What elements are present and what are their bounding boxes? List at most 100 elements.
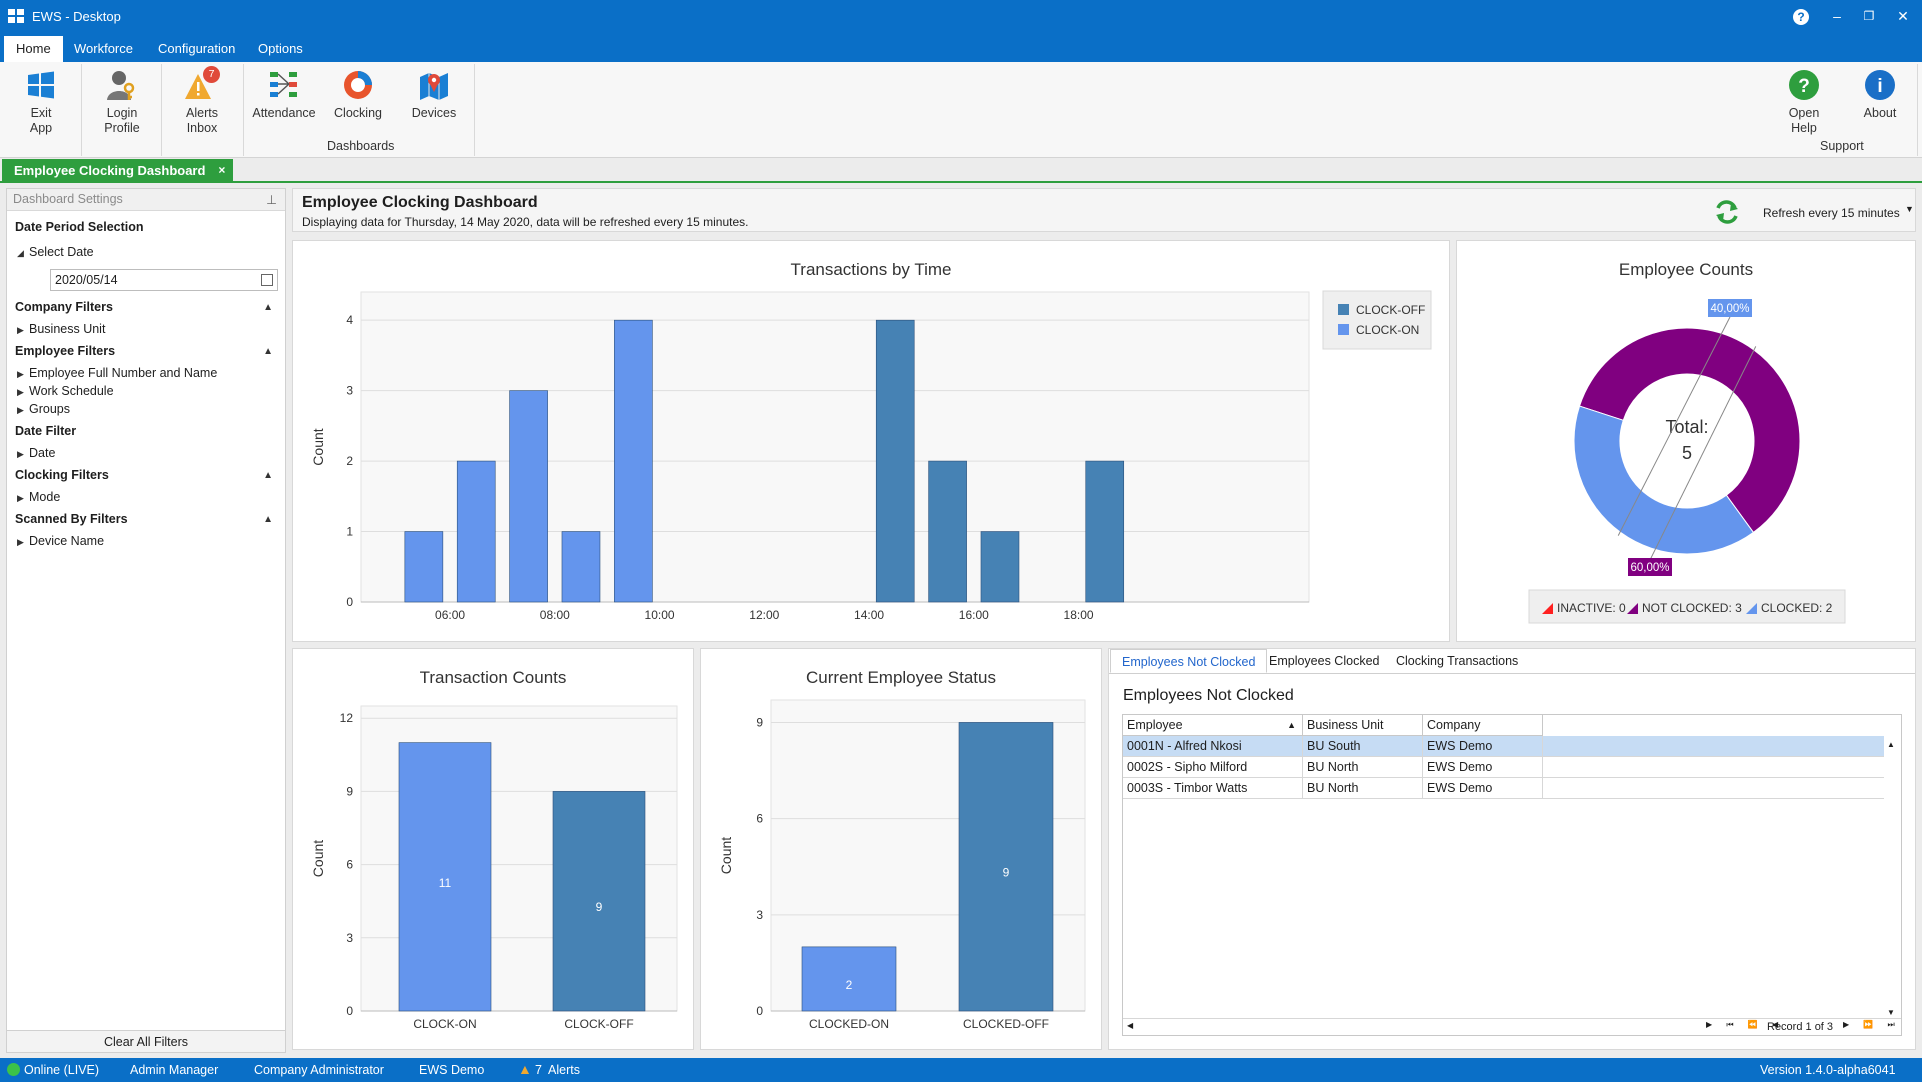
- minimize-button[interactable]: ‒: [1833, 8, 1841, 24]
- version-label: Version 1.4.0-alpha6041: [1760, 1063, 1896, 1077]
- about-button[interactable]: i About: [1855, 68, 1905, 121]
- attendance-label: Attendance: [252, 106, 316, 120]
- tab-employees-clocked[interactable]: Employees Clocked: [1269, 654, 1380, 668]
- status-bar: Online (LIVE) Admin Manager Company Admi…: [0, 1058, 1922, 1082]
- clocking-icon: [341, 68, 375, 102]
- data-label: 60,00%: [1630, 562, 1669, 574]
- filter-mode[interactable]: ▶ Mode: [17, 490, 60, 504]
- filter-work-schedule[interactable]: ▶ Work Schedule: [17, 384, 114, 398]
- app-logo-icon: [8, 9, 24, 23]
- legend-label: CLOCKED: 2: [1761, 601, 1833, 615]
- clear-all-filters-button[interactable]: Clear All Filters: [7, 1030, 285, 1052]
- legend-label: CLOCK-ON: [1356, 323, 1419, 337]
- maximize-button[interactable]: ❐: [1863, 9, 1875, 23]
- expand-icon: ▶: [17, 405, 24, 415]
- bar: [980, 531, 1020, 603]
- login-profile-label: Login Profile: [104, 106, 140, 135]
- grid-title: Employees Not Clocked: [1123, 687, 1294, 704]
- pin-icon[interactable]: ⊥: [266, 193, 277, 207]
- select-date-item[interactable]: ◢ Select Date: [17, 245, 94, 259]
- y-tick-label: 9: [346, 784, 353, 798]
- y-tick-label: 2: [346, 454, 353, 468]
- warning-icon[interactable]: ▲: [518, 1061, 532, 1077]
- table-cell: BU North: [1303, 778, 1423, 799]
- bar: [1085, 460, 1125, 603]
- scroll-down-icon[interactable]: ▼: [1887, 1008, 1895, 1017]
- date-filter-heading[interactable]: Date Filter: [15, 424, 77, 438]
- attendance-dashboard-button[interactable]: Attendance: [250, 68, 318, 121]
- date-value: 2020/05/14: [55, 273, 118, 287]
- tab-home[interactable]: Home: [4, 36, 63, 62]
- alerts-label[interactable]: Alerts: [548, 1063, 580, 1077]
- table-cell: BU South: [1303, 736, 1423, 757]
- current-employee-status-chart: 0 3 6 9 Count 2 CLOCKED-ON 9 CLOCKED-OFF: [718, 699, 1086, 1031]
- tab-configuration[interactable]: Configuration: [158, 41, 236, 56]
- ribbon-separator: [81, 64, 82, 156]
- transaction-counts-card: Transaction Counts 0 3 6 9 12 Count 11 CLOCK-ON…: [292, 648, 694, 1050]
- vertical-scrollbar[interactable]: ▲ ▼: [1883, 736, 1901, 1019]
- current-employee-status-card: Current Employee Status 0 3 6 9 Count 2 CLOCKE…: [700, 648, 1102, 1050]
- donut-slice: [1573, 405, 1755, 555]
- tab-workforce[interactable]: Workforce: [74, 41, 133, 56]
- calendar-icon[interactable]: [261, 274, 273, 286]
- table-row[interactable]: 0003S - Timbor Watts BU North EWS Demo: [1123, 778, 1884, 799]
- tab-options[interactable]: Options: [258, 41, 303, 56]
- tab-divider: [1109, 673, 1915, 674]
- open-help-button[interactable]: ? Open Help: [1778, 68, 1830, 136]
- table-cell: 0003S - Timbor Watts: [1123, 778, 1303, 799]
- filter-label: Employee Full Number and Name: [29, 366, 218, 380]
- tab-clocking-transactions[interactable]: Clocking Transactions: [1396, 654, 1519, 668]
- collapse-up-icon[interactable]: ▲: [263, 470, 273, 481]
- filter-business-unit[interactable]: ▶ Business Unit: [17, 322, 105, 336]
- company-filters-heading[interactable]: Company Filters: [15, 300, 113, 314]
- refresh-interval-dropdown[interactable]: Refresh every 15 minutes: [1763, 206, 1900, 220]
- scanned-by-heading[interactable]: Scanned By Filters: [15, 512, 128, 526]
- collapse-up-icon[interactable]: ▲: [263, 346, 273, 357]
- nav-next-icons[interactable]: ▶ ⏩ ⏭: [1843, 1020, 1901, 1029]
- refresh-icon[interactable]: [1713, 199, 1741, 225]
- help-icon[interactable]: ?: [1790, 5, 1812, 27]
- collapse-up-icon[interactable]: ▲: [263, 514, 273, 525]
- info-icon: i: [1863, 68, 1897, 102]
- date-field[interactable]: 2020/05/14: [50, 269, 278, 291]
- filter-groups[interactable]: ▶ Groups: [17, 402, 70, 416]
- alerts-inbox-button[interactable]: 7 Alerts Inbox: [174, 66, 230, 136]
- dropdown-caret-icon[interactable]: ▼: [1905, 204, 1914, 214]
- legend-swatch: [1542, 603, 1553, 614]
- scroll-up-icon[interactable]: ▲: [1887, 740, 1895, 749]
- exit-app-button[interactable]: Exit App: [14, 68, 68, 136]
- bar-data-label: 9: [1003, 866, 1010, 880]
- clocking-filters-heading[interactable]: Clocking Filters: [15, 468, 109, 482]
- collapse-up-icon[interactable]: ▲: [263, 302, 273, 313]
- employee-filters-heading[interactable]: Employee Filters: [15, 344, 116, 358]
- devices-dashboard-button[interactable]: Devices: [406, 68, 462, 121]
- close-tab-icon[interactable]: ×: [218, 163, 226, 177]
- column-header-employee[interactable]: Employee ▲: [1123, 715, 1303, 736]
- login-profile-button[interactable]: Login Profile: [92, 68, 152, 136]
- document-tab[interactable]: Employee Clocking Dashboard ×: [2, 159, 234, 182]
- scroll-left-icon[interactable]: ◀: [1127, 1021, 1134, 1030]
- x-tick-label: CLOCK-ON: [413, 1017, 476, 1031]
- filter-employee-full[interactable]: ▶ Employee Full Number and Name: [17, 366, 217, 380]
- clocking-dashboard-button[interactable]: Clocking: [330, 68, 386, 121]
- expand-icon: ▶: [17, 387, 24, 397]
- x-tick-label: CLOCKED-ON: [809, 1017, 889, 1031]
- column-header-business-unit[interactable]: Business Unit: [1303, 715, 1423, 736]
- document-tab-label: Employee Clocking Dashboard: [14, 163, 206, 178]
- filter-device-name[interactable]: ▶ Device Name: [17, 534, 104, 548]
- bar: [456, 460, 496, 603]
- table-row[interactable]: 0002S - Sipho Milford BU North EWS Demo: [1123, 757, 1884, 778]
- tab-employees-not-clocked[interactable]: Employees Not Clocked: [1110, 649, 1268, 673]
- filter-date[interactable]: ▶ Date: [17, 446, 55, 460]
- filter-label: Groups: [29, 402, 70, 416]
- y-tick-label: 6: [346, 858, 353, 872]
- alerts-count[interactable]: 7: [535, 1063, 542, 1077]
- panel-header-label: Dashboard Settings: [13, 192, 123, 206]
- close-button[interactable]: ✕: [1897, 8, 1909, 24]
- x-tick-label: 14:00: [854, 608, 884, 622]
- column-header-company[interactable]: Company: [1423, 715, 1543, 736]
- dashboards-group-label: Dashboards: [327, 139, 395, 153]
- dashboard-settings-panel: Dashboard Settings ⊥ Date Period Selecti…: [6, 188, 286, 1053]
- nav-prev-icons[interactable]: ▶ ⏮ ⏪ ◀: [1706, 1020, 1785, 1029]
- table-row[interactable]: 0001N - Alfred Nkosi BU South EWS Demo: [1123, 736, 1884, 757]
